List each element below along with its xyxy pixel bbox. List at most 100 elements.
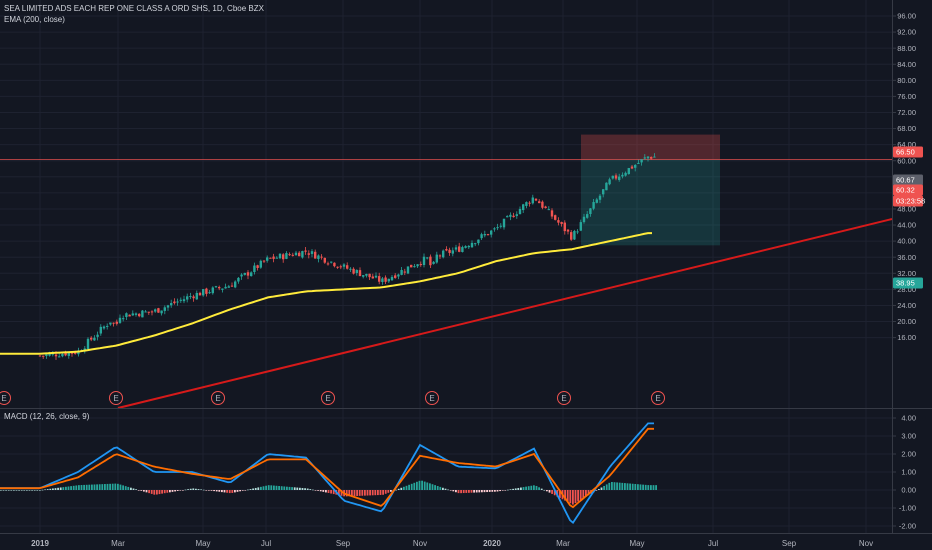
countdown-tag-bg [893,195,923,207]
candle-up [342,264,346,267]
price-axis-label: 68.00 [897,124,916,133]
macd-histogram-bar [525,486,527,490]
candle-up [125,313,128,317]
macd-histogram-bar [169,490,171,493]
macd-histogram-bar [254,487,257,490]
macd-histogram-bar [143,490,145,492]
long-position-tool[interactable] [0,134,892,246]
price-axis-label: 44.00 [897,221,916,230]
macd-histogram-bar [106,483,109,490]
macd-histogram-bar [421,480,423,490]
candle-up [45,354,48,357]
candle-up [493,228,496,230]
candle-up [602,189,605,195]
candle-up [467,245,470,248]
candle-down [534,198,538,201]
symbol-title[interactable]: SEA LIMITED ADS EACH REP ONE CLASS A ORD… [4,4,264,13]
candle-up [634,165,637,168]
candle-down [419,264,422,266]
macd-histogram-bar [280,486,283,490]
ema-200-line [0,232,652,355]
candle-down [64,352,67,356]
candle-up [211,287,214,294]
macd-histogram-bar [348,490,351,497]
macd-histogram-bar [301,488,304,490]
candle-down [256,265,259,268]
time-axis[interactable]: 2019 Mar May Jul Sep Nov 2020 Mar May Jul Sep Nov [31,539,873,548]
macd-histogram-bar [161,490,163,494]
macd-histogram-bar [283,486,286,490]
macd-indicator-label[interactable]: MACD (12, 26, close, 9) [4,412,90,421]
macd-histogram-bar [67,486,70,490]
candle-down [378,276,381,282]
macd-histogram-bar [426,482,429,490]
macd-histogram-bar [192,488,195,490]
macd-histogram-bar [405,485,408,490]
macd-histogram-bar [195,488,197,490]
macd-histogram-bar [429,483,431,490]
macd-histogram-bar [611,481,613,490]
macd-histogram-bar [85,484,88,490]
macd-axis[interactable]: 4.00 3.00 2.00 1.00 0.00 -1.00 -2.00 [892,414,916,531]
macd-histogram-bar [447,489,449,491]
candle-down [560,222,563,224]
candle-down [371,276,374,279]
macd-histogram-bar [587,490,590,496]
trendline[interactable] [117,218,893,409]
candle-up [186,296,189,300]
candle-up [573,230,576,240]
macd-histogram-bar [270,485,273,490]
macd-histogram-bar [293,487,296,490]
macd-histogram-bar [28,490,31,491]
candle-up [131,313,134,316]
candle-down [384,277,387,282]
candle-up [547,209,550,211]
candle-up [310,251,314,254]
macd-histogram-bar [553,490,556,496]
macd-histogram-bar [652,485,655,490]
candle-up [586,214,589,218]
macd-histogram-bar [332,490,335,495]
ema-indicator-label[interactable]: EMA (200, close) [4,15,65,24]
grid-lines [0,0,892,533]
macd-histogram-bar [65,486,67,490]
macd-histogram-bar [491,490,494,492]
candle-up [515,214,518,216]
macd-histogram-bar [517,487,520,490]
macd-axis-label: 0.00 [901,486,916,495]
macd-histogram-bar [80,485,83,490]
macd-histogram-bar [358,490,361,496]
pane-separator[interactable] [0,0,932,534]
macd-histogram-bar [579,490,582,500]
time-axis-label: Mar [556,539,570,548]
candle-down [54,354,58,357]
macd-histogram-bar [465,490,468,493]
candle-down [554,215,557,220]
macd-histogram-bar [54,488,57,490]
candle-up [406,266,410,274]
candle-down [358,270,362,277]
macd-histogram-bar [267,485,270,490]
position-target-zone [581,134,720,160]
candle-down [368,273,371,278]
macd-histogram-bar [468,490,470,493]
macd-histogram-bar [117,483,119,490]
earnings-marker-label: E [561,394,566,403]
candle-up [416,264,419,267]
candle-up [653,156,656,158]
macd-histogram-bar [187,489,189,490]
macd-histogram-bar [655,485,657,490]
macd-histogram-bar [179,490,182,491]
macd-histogram-bar [309,489,312,490]
price-axis[interactable]: 96.00 92.00 88.00 84.00 80.00 76.00 72.00 68.00… [892,12,916,343]
candle-up [301,251,304,258]
time-axis-label: 2019 [31,539,49,548]
macd-histogram-bar [52,488,54,490]
macd-histogram-bar [457,490,460,494]
macd-histogram-bar [208,490,210,491]
macd-histogram-bar [629,483,631,490]
candle-down [320,256,323,258]
macd-histogram-bar [642,484,644,490]
